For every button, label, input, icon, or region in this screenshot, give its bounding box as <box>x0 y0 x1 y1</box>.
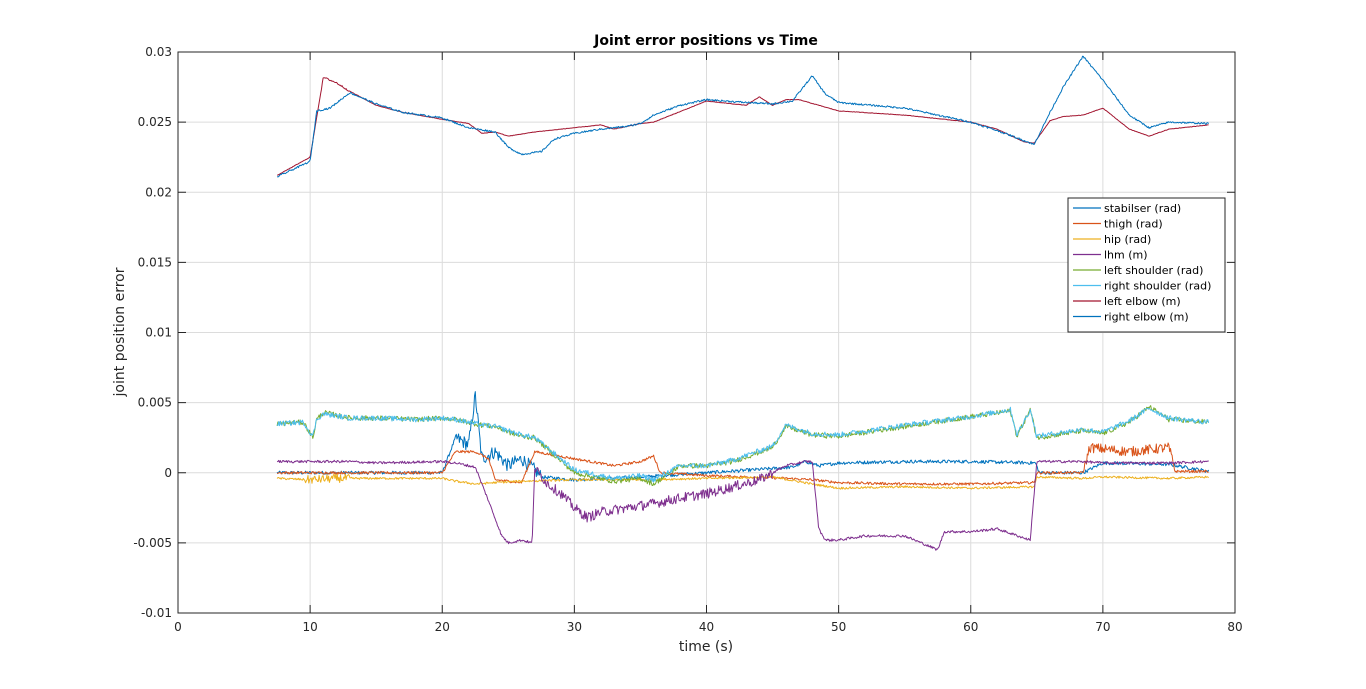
legend-entry: lhm (m) <box>1104 249 1148 262</box>
legend-entry: left shoulder (rad) <box>1104 264 1203 277</box>
series-line-6 <box>276 77 1209 176</box>
y-tick-label: 0.005 <box>138 396 172 410</box>
legend-entry: thigh (rad) <box>1104 218 1163 231</box>
x-tick-label: 0 <box>174 620 182 634</box>
x-tick-label: 40 <box>699 620 714 634</box>
y-tick-label: -0.01 <box>141 606 172 620</box>
y-tick-label: 0.03 <box>145 45 172 59</box>
series-line-7 <box>276 55 1209 178</box>
x-tick-label: 30 <box>567 620 582 634</box>
legend-entry: hip (rad) <box>1104 233 1151 246</box>
series-line-5 <box>276 406 1210 483</box>
legend-box <box>1067 197 1226 333</box>
x-axis-label: time (s) <box>679 639 733 655</box>
x-tick-label: 70 <box>1095 620 1110 634</box>
y-tick-label: 0.015 <box>138 255 172 269</box>
y-tick-label: 0.01 <box>145 326 172 340</box>
tick-group: 0 10 20 30 40 50 60 70 80 -0.01 -0.005 0 0.005 0.01 0.… <box>133 45 1242 634</box>
y-tick-label: 0.02 <box>145 185 172 199</box>
y-axis-label: joint position error <box>112 267 128 397</box>
y-tick-label: 0 <box>164 466 172 480</box>
series-group <box>276 55 1210 551</box>
x-tick-label: 60 <box>963 620 978 634</box>
y-tick-label: 0.025 <box>138 115 172 129</box>
x-tick-label: 50 <box>831 620 846 634</box>
chart-title: Joint error positions vs Time <box>593 33 818 49</box>
legend-entry: stabilser (rad) <box>1104 202 1181 215</box>
legend-entry: left elbow (m) <box>1104 295 1181 308</box>
series-line-2 <box>276 473 1209 490</box>
y-tick-label: -0.005 <box>133 536 172 550</box>
legend-entry: right elbow (m) <box>1104 311 1189 324</box>
legend-entry: right shoulder (rad) <box>1104 280 1211 293</box>
x-tick-label: 20 <box>435 620 450 634</box>
series-line-3 <box>276 459 1209 551</box>
legend: stabilser (rad) thigh (rad) hip (rad) lhm (… <box>1067 197 1226 333</box>
x-tick-label: 10 <box>302 620 317 634</box>
x-tick-label: 80 <box>1227 620 1242 634</box>
